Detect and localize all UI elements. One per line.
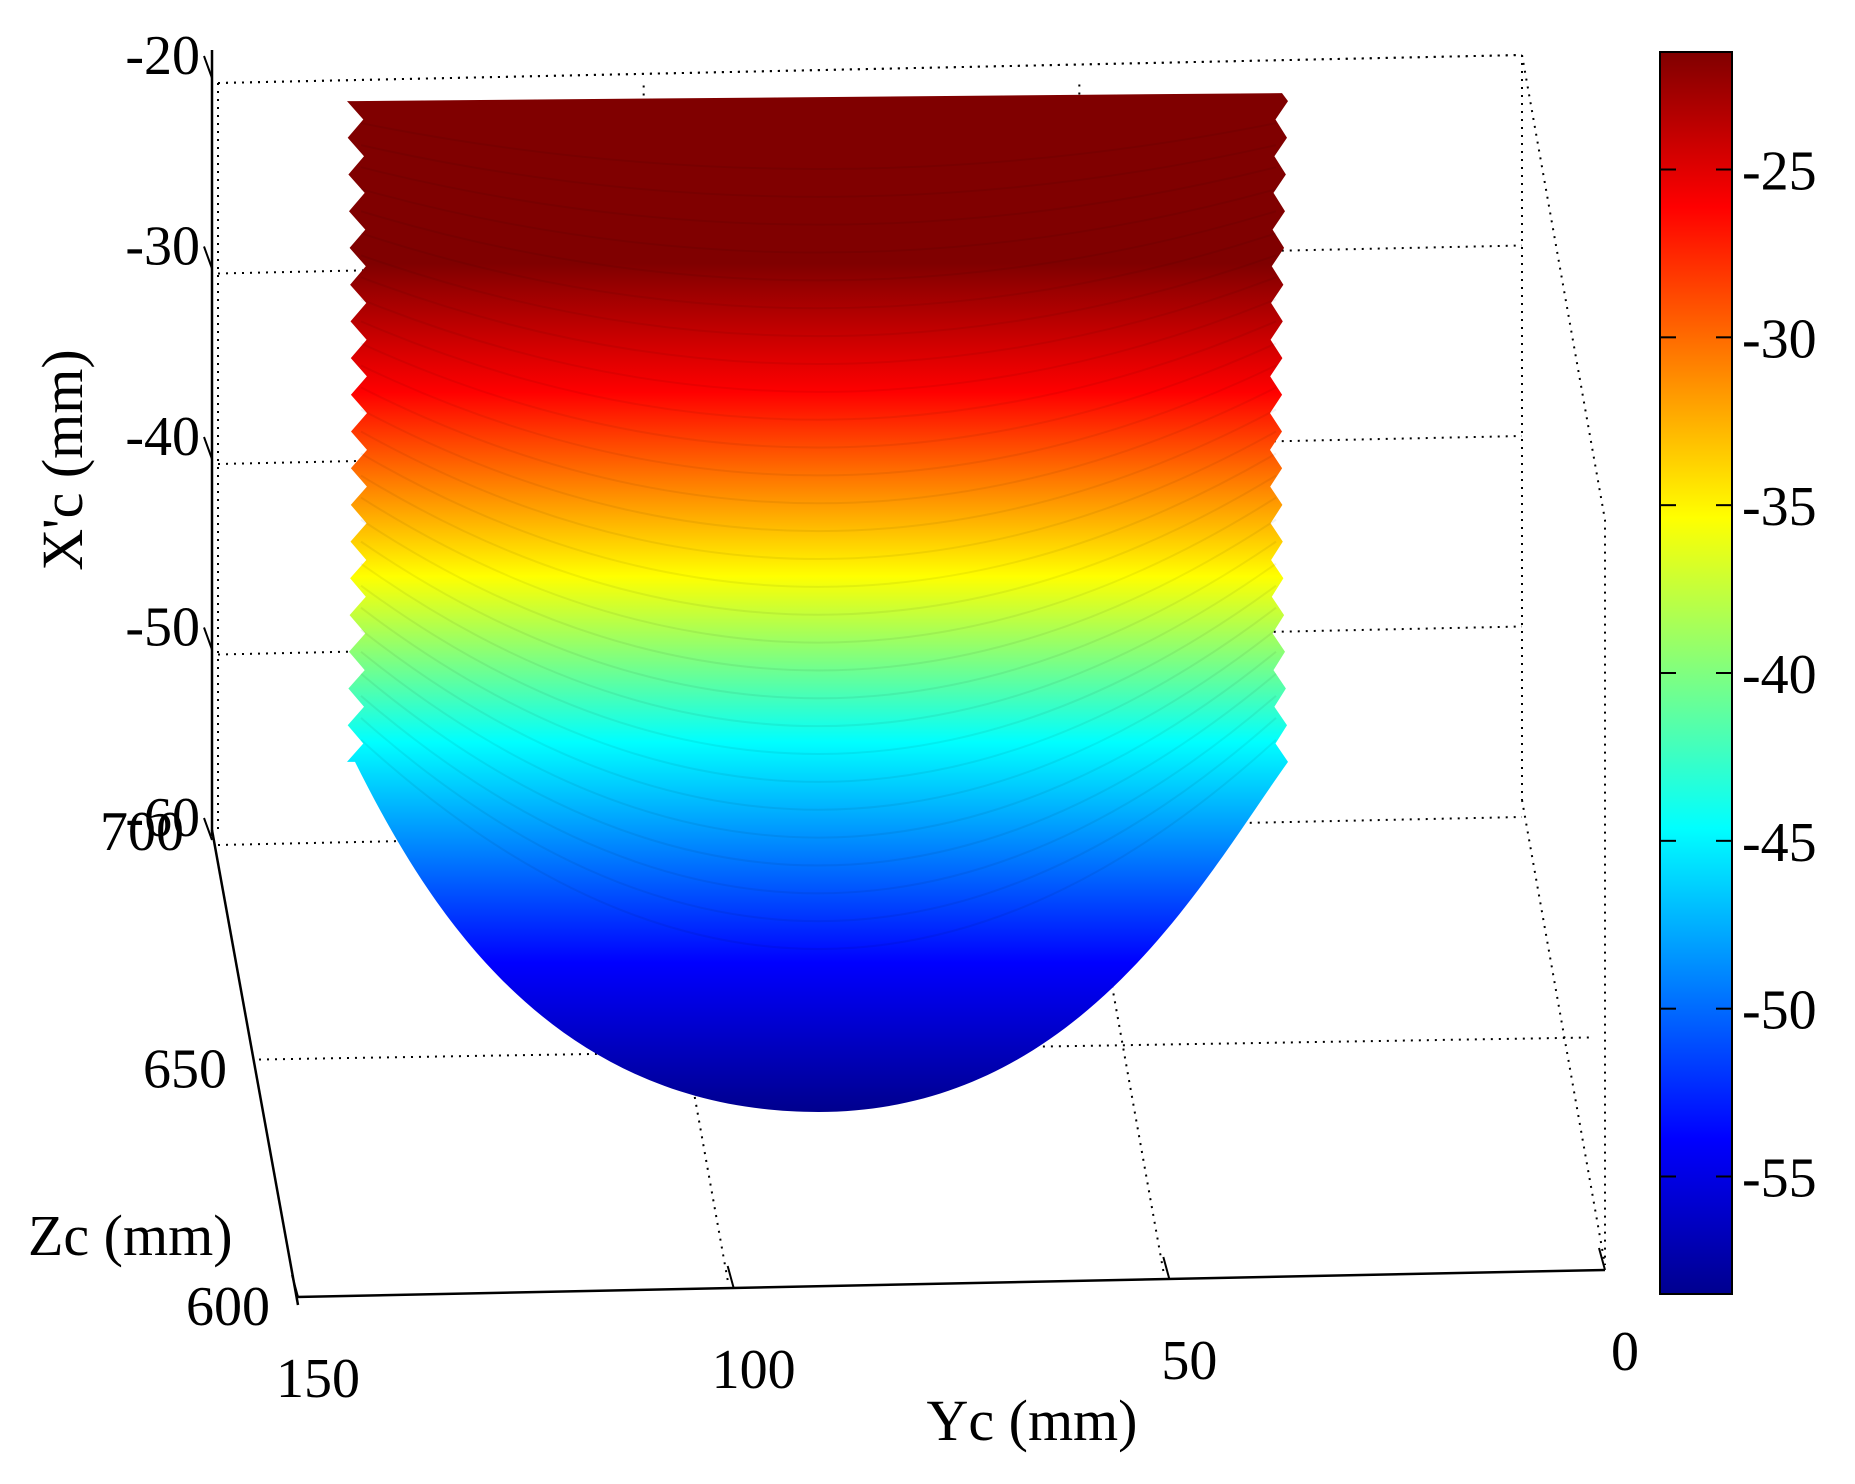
surface-band: [360, 188, 1277, 254]
surface-band: [360, 210, 1277, 282]
colorbar-tick-label: -25: [1742, 140, 1817, 202]
y-tick-label: 0: [1611, 1321, 1639, 1383]
grid-line: [1521, 54, 1606, 1265]
grid-line: [217, 54, 1523, 84]
colorbar-tick-label: -50: [1742, 980, 1817, 1042]
surface-band: [360, 650, 1277, 839]
vertical-tick-label: -20: [125, 25, 200, 87]
surface-band: [360, 254, 1277, 338]
color-bands: [360, 122, 1277, 951]
vertical-tick-label: -50: [125, 597, 200, 659]
depth-tick-label: 700: [100, 801, 184, 863]
depth-axis-title: Zc (mm): [28, 1203, 233, 1268]
cylinder-surface: [347, 93, 1288, 1113]
surface-band: [360, 518, 1277, 672]
surface-band: [360, 122, 1277, 170]
tick-mark: [1598, 1247, 1606, 1271]
colorbar-tick-label: -30: [1742, 308, 1817, 370]
surface-band: [360, 474, 1277, 616]
surface-band: [360, 386, 1277, 505]
surface-band: [360, 540, 1277, 700]
surface-band: [360, 232, 1277, 310]
surface: [347, 93, 1288, 1113]
tick-mark: [726, 1265, 735, 1289]
vertical-axis-title: X'c (mm): [30, 349, 95, 570]
tick-mark: [203, 246, 213, 269]
vertical-tick-label: -60: [125, 787, 200, 849]
surface-band: [360, 364, 1277, 477]
colorbar-tick-label: -55: [1742, 1148, 1817, 1210]
colorbar-tick-label: -35: [1742, 476, 1817, 538]
surface-band: [360, 739, 1277, 951]
surface-band: [360, 298, 1277, 393]
tick-mark: [203, 627, 213, 650]
y-axis-title: Yc (mm): [927, 1388, 1138, 1453]
grid-line: [1521, 799, 1606, 1266]
surface-band: [360, 695, 1277, 895]
tick-mark: [203, 55, 213, 79]
surface-band: [360, 562, 1277, 728]
tick-mark: [203, 436, 213, 460]
y-axis-line: [295, 1268, 1606, 1299]
grid-line: [217, 54, 1523, 84]
surface-band: [360, 430, 1277, 560]
depth-tick-label: 600: [186, 1276, 270, 1338]
surface-band: [360, 452, 1277, 588]
surface-band: [360, 408, 1277, 533]
surface-band: [360, 628, 1277, 811]
surface-band: [360, 584, 1277, 755]
vertical-tick-label: -30: [125, 216, 200, 278]
colorbar: -25 -30 -35 -40 -45 -50 -55: [1659, 51, 1817, 1295]
colorbar-ticks: -25 -30 -35 -40 -45 -50 -55: [1660, 140, 1817, 1210]
depth-tick-label: 650: [143, 1039, 227, 1101]
y-tick-label: 50: [1161, 1330, 1217, 1392]
surface-band: [360, 606, 1277, 783]
tick-mark: [291, 1274, 299, 1298]
y-tick-label: 150: [276, 1348, 360, 1410]
colorbar-tick-label: -45: [1742, 812, 1817, 874]
colorbar-tick-label: -40: [1742, 644, 1817, 706]
surface-band: [360, 673, 1277, 867]
surface-band: [360, 717, 1277, 923]
surface-band: [360, 276, 1277, 365]
tick-mark: [203, 817, 213, 841]
surface-band: [360, 166, 1277, 226]
depth-axis-line: [210, 829, 300, 1306]
tick-mark: [1162, 1256, 1171, 1280]
surface-band: [360, 496, 1277, 644]
axes: [210, 50, 1606, 1306]
vertical-tick-label: -40: [125, 406, 200, 468]
y-tick-label: 100: [712, 1339, 796, 1401]
surface-band: [360, 342, 1277, 449]
surface-band: [360, 320, 1277, 421]
surface-band: [360, 144, 1277, 198]
